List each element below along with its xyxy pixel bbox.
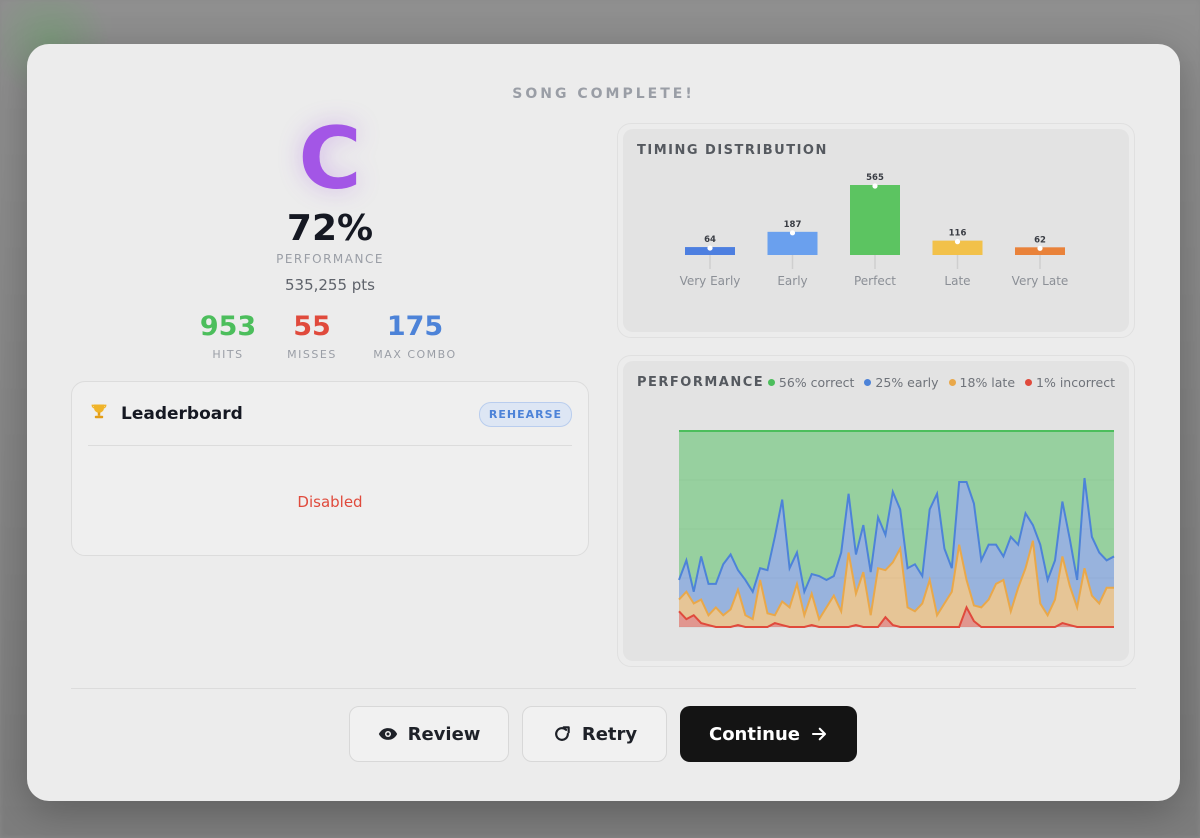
legend-incorrect-dot bbox=[1025, 379, 1033, 386]
timing-bar bbox=[850, 185, 900, 255]
leaderboard-card: Leaderboard REHEARSE Disabled bbox=[71, 381, 589, 556]
leaderboard-divider bbox=[88, 445, 572, 446]
leaderboard-status: Disabled bbox=[297, 493, 363, 511]
eye-icon bbox=[378, 728, 397, 740]
legend-correct-dot bbox=[767, 379, 775, 386]
timing-bar-value: 64 bbox=[704, 235, 716, 245]
leaderboard-title: Leaderboard bbox=[121, 404, 243, 424]
timing-bar-value: 62 bbox=[1034, 235, 1046, 245]
performance-area-chart bbox=[678, 430, 1115, 628]
stat-max-combo-label: MAX COMBO bbox=[373, 347, 457, 361]
performance-legend: 56% correct 25% early 18% late 1% incorr… bbox=[767, 375, 1115, 390]
stat-misses: 55 MISSES bbox=[277, 312, 347, 361]
stat-hits: 953 HITS bbox=[187, 312, 269, 361]
performance-title: PERFORMANCE bbox=[637, 375, 765, 390]
review-button-label: Review bbox=[407, 723, 481, 745]
continue-button[interactable]: Continue bbox=[680, 706, 857, 762]
stat-max-combo: 175 MAX COMBO bbox=[365, 312, 465, 361]
timing-bar bbox=[767, 231, 818, 255]
arrow-right-icon bbox=[811, 727, 827, 741]
bar-marker bbox=[1037, 245, 1043, 251]
bar-marker bbox=[872, 183, 878, 189]
song-complete-title: SONG COMPLETE! bbox=[512, 86, 695, 102]
stat-misses-value: 55 bbox=[293, 311, 331, 342]
performance-percent: 72% bbox=[286, 208, 374, 249]
timing-distribution-panel: TIMING DISTRIBUTION 64 Very Early 187 Early… bbox=[617, 123, 1135, 338]
retry-button-label: Retry bbox=[581, 723, 638, 745]
performance-panel: PERFORMANCE 56% correct 25% early 18% la… bbox=[617, 355, 1135, 667]
line-incorrect bbox=[678, 604, 1114, 628]
timing-category-label: Very Late bbox=[1012, 274, 1069, 288]
stat-misses-label: MISSES bbox=[287, 347, 337, 361]
legend-correct: 56% correct bbox=[767, 375, 855, 390]
timing-category-label: Perfect bbox=[854, 274, 896, 288]
timing-bar-value: 187 bbox=[784, 220, 802, 230]
stat-max-combo-value: 175 bbox=[386, 311, 444, 342]
legend-incorrect: 1% incorrect bbox=[1025, 375, 1115, 390]
line-late bbox=[678, 540, 1114, 622]
retry-icon bbox=[554, 726, 570, 741]
area-late bbox=[679, 540, 1114, 627]
legend-incorrect-label: 1% incorrect bbox=[1036, 375, 1115, 390]
legend-early: 25% early bbox=[864, 375, 939, 390]
legend-early-label: 25% early bbox=[875, 375, 939, 390]
retry-button[interactable]: Retry bbox=[522, 706, 667, 762]
legend-late-dot bbox=[948, 379, 956, 386]
timing-bar bbox=[685, 247, 735, 255]
timing-category-label: Late bbox=[944, 274, 970, 288]
timing-bar-value: 116 bbox=[949, 229, 967, 239]
review-button[interactable]: Review bbox=[349, 706, 509, 762]
results-modal: SONG COMPLETE! C 72% PERFORMANCE 535,255… bbox=[27, 44, 1180, 801]
score-points: 535,255 pts bbox=[284, 276, 375, 294]
timing-distribution-title: TIMING DISTRIBUTION bbox=[637, 143, 828, 158]
line-early bbox=[678, 477, 1115, 596]
timing-bar-value: 565 bbox=[866, 173, 884, 183]
timing-bar bbox=[932, 240, 983, 255]
trophy-icon bbox=[91, 404, 107, 419]
bar-marker bbox=[707, 245, 713, 251]
legend-late-label: 18% late bbox=[959, 375, 1016, 390]
stat-hits-label: HITS bbox=[212, 347, 244, 361]
footer-divider bbox=[71, 688, 1136, 689]
bar-marker bbox=[954, 239, 961, 245]
timing-bar bbox=[1015, 247, 1065, 255]
bar-marker bbox=[789, 230, 796, 236]
timing-category-label: Very Early bbox=[680, 274, 741, 288]
timing-distribution-chart: 64 Very Early 187 Early 565 Perfect 116 Late 62 V… bbox=[680, 173, 1069, 288]
performance-label: PERFORMANCE bbox=[276, 252, 384, 266]
timing-category-label: Early bbox=[777, 274, 807, 288]
continue-button-label: Continue bbox=[708, 723, 800, 745]
legend-late: 18% late bbox=[948, 375, 1016, 390]
grade-letter: C bbox=[298, 109, 362, 209]
legend-correct-label: 56% correct bbox=[778, 375, 855, 390]
legend-early-dot bbox=[864, 379, 872, 386]
rehearse-badge: REHEARSE bbox=[478, 402, 572, 427]
stat-hits-value: 953 bbox=[199, 311, 257, 342]
